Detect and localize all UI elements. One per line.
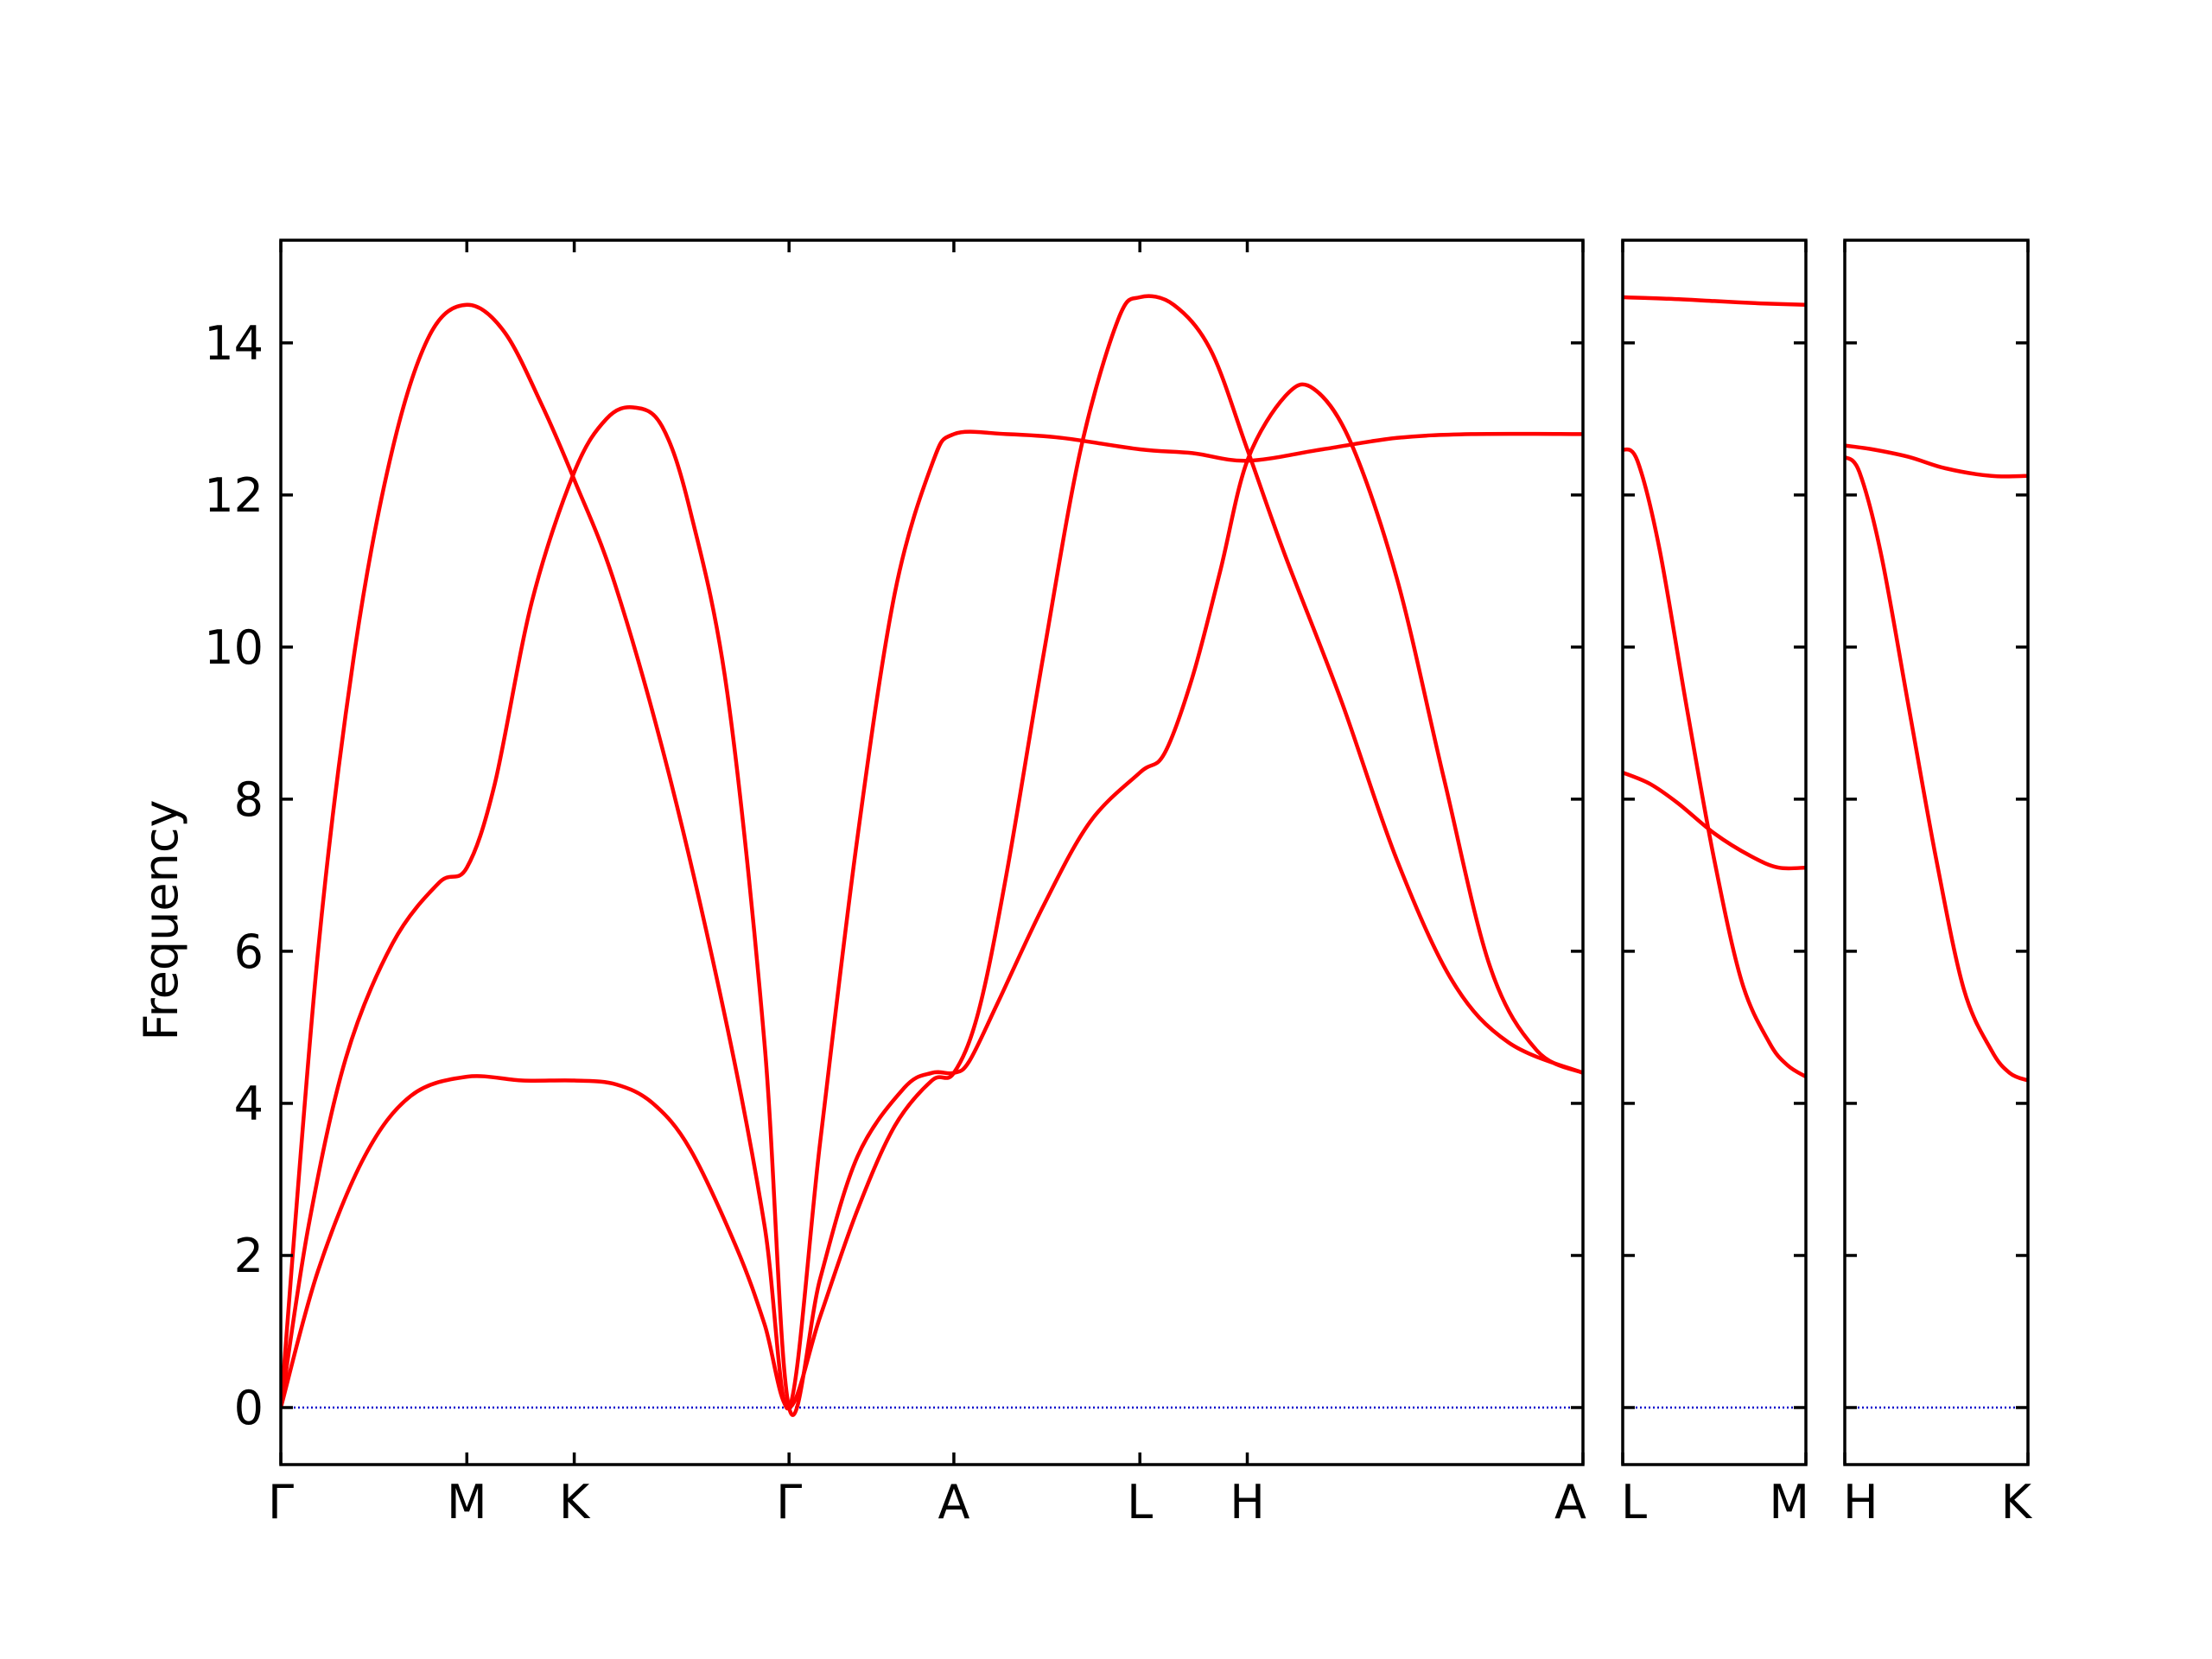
- panel-frame: [279, 238, 1585, 1466]
- x-tick-label: K: [559, 1475, 591, 1529]
- x-tick-label: H: [1230, 1475, 1265, 1529]
- x-tick-label: A: [1554, 1475, 1586, 1529]
- band-main-1: [281, 302, 1583, 1411]
- band-hk-1: [1845, 443, 2028, 479]
- x-tick-label: M: [447, 1475, 487, 1529]
- x-tick-label: Γ: [268, 1475, 294, 1529]
- band-main-2: [281, 382, 1583, 1417]
- y-axis-label: Frequency: [134, 800, 188, 1041]
- band-lm-1: [1623, 295, 1806, 308]
- x-tick-label: L: [1621, 1475, 1647, 1529]
- panel-frame: [1621, 238, 1808, 1466]
- panel-frame: [1843, 238, 2030, 1466]
- y-tick-label: 12: [204, 468, 264, 523]
- y-tick-label: 8: [234, 772, 264, 827]
- y-tick-label: 2: [234, 1229, 264, 1283]
- x-tick-label: A: [938, 1475, 969, 1529]
- y-tick-label: 10: [204, 620, 264, 675]
- x-tick-label: Γ: [776, 1475, 802, 1529]
- band-lm-2: [1623, 447, 1806, 1079]
- x-tick-label: K: [2001, 1475, 2033, 1529]
- y-tick-label: 6: [234, 925, 264, 979]
- x-tick-label: H: [1843, 1475, 1878, 1529]
- band-main-3: [281, 294, 1583, 1410]
- y-tick-label: 14: [204, 316, 264, 371]
- y-tick-label: 4: [234, 1077, 264, 1131]
- band-lm-3: [1623, 771, 1806, 871]
- band-hk-2: [1845, 454, 2028, 1083]
- y-tick-label: 0: [234, 1381, 264, 1435]
- x-tick-label: M: [1769, 1475, 1809, 1529]
- y-axis-tick-labels: 0 2 4 6 8 10 12 14: [204, 316, 264, 1435]
- x-tick-label: L: [1127, 1475, 1153, 1529]
